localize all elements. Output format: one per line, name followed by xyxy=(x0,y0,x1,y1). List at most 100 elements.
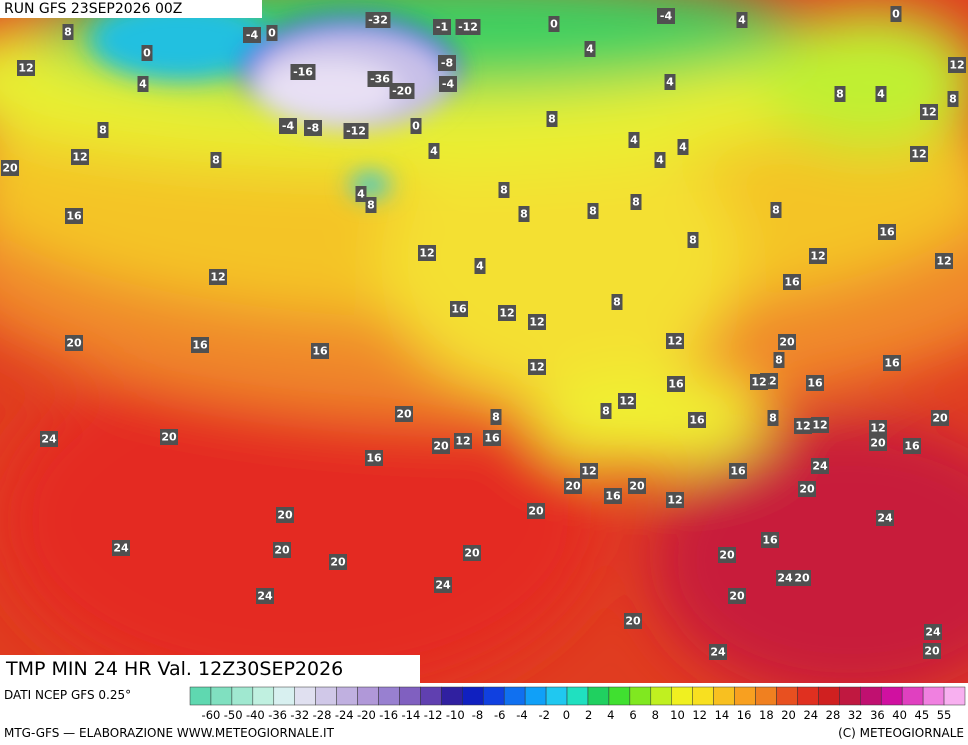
temp-label: 24 xyxy=(434,577,452,593)
label-text: 20 xyxy=(274,544,290,557)
label-text: 16 xyxy=(605,490,621,503)
legend-swatch xyxy=(503,686,526,706)
temp-label: 16 xyxy=(806,375,824,391)
run-label: RUN GFS 23SEP2026 00Z xyxy=(4,1,182,17)
label-box xyxy=(137,76,149,92)
legend-swatch xyxy=(252,686,275,706)
label-box xyxy=(266,25,278,41)
temp-label: 20 xyxy=(276,507,294,523)
label-box xyxy=(528,314,546,330)
temp-label: 4 xyxy=(628,132,640,148)
legend-swatch xyxy=(231,686,254,706)
temp-label: 20 xyxy=(160,429,178,445)
label-text: 12 xyxy=(667,335,682,348)
temp-label: 12 xyxy=(920,104,938,120)
temp-label: 12 xyxy=(498,305,516,321)
label-box xyxy=(410,118,422,134)
legend-tick: -50 xyxy=(224,708,243,722)
label-box xyxy=(687,232,699,248)
label-text: 20 xyxy=(932,412,948,425)
temp-label: -4 xyxy=(279,118,297,134)
label-text: 8 xyxy=(602,405,610,418)
label-text: -4 xyxy=(442,78,455,91)
label-text: 20 xyxy=(629,480,645,493)
temp-label: 16 xyxy=(667,376,685,392)
legend-swatch xyxy=(210,686,233,706)
temp-label: 20 xyxy=(793,570,811,586)
label-box xyxy=(329,554,347,570)
temp-label: 24 xyxy=(709,644,727,660)
temp-label: 16 xyxy=(191,337,209,353)
label-text: 8 xyxy=(367,199,375,212)
label-text: 24 xyxy=(435,579,451,592)
temp-label: 12 xyxy=(750,374,768,390)
label-text: 0 xyxy=(892,8,900,21)
temp-label: 24 xyxy=(40,431,58,447)
legend-swatch xyxy=(545,686,568,706)
temp-label: 20 xyxy=(869,435,887,451)
temp-label: 4 xyxy=(137,76,149,92)
label-box xyxy=(304,120,322,136)
label-text: 12 xyxy=(499,307,514,320)
label-text: 24 xyxy=(710,646,726,659)
label-text: 24 xyxy=(777,572,793,585)
label-text: 20 xyxy=(719,549,735,562)
legend-swatch xyxy=(189,686,212,706)
label-box xyxy=(654,152,666,168)
label-text: 24 xyxy=(41,433,57,446)
label-text: 16 xyxy=(884,357,900,370)
map-title: TMP MIN 24 HR Val. 12Z30SEP2026 xyxy=(5,658,343,680)
temp-label: 12 xyxy=(811,417,829,433)
temp-label: 8 xyxy=(62,24,74,40)
label-box xyxy=(432,438,450,454)
temp-label: 20 xyxy=(395,406,413,422)
temp-label: 20 xyxy=(798,481,816,497)
temp-label: 24 xyxy=(112,540,130,556)
label-text: 16 xyxy=(451,303,467,316)
temp-label: 16 xyxy=(688,412,706,428)
temp-label: 16 xyxy=(783,274,801,290)
label-text: -16 xyxy=(293,66,313,79)
label-text: 4 xyxy=(738,14,746,27)
temp-label: 16 xyxy=(729,463,747,479)
label-text: 4 xyxy=(679,141,687,154)
temp-label: 12 xyxy=(580,463,598,479)
temp-label: 12 xyxy=(418,245,436,261)
label-text: 8 xyxy=(772,204,780,217)
label-box xyxy=(1,160,19,176)
legend-swatch xyxy=(797,686,819,706)
label-text: 16 xyxy=(484,432,500,445)
label-box xyxy=(389,83,415,99)
legend-tick: -4 xyxy=(516,708,527,722)
legend-swatch xyxy=(608,686,631,706)
temp-label: -32 xyxy=(365,12,391,28)
temp-label: 0 xyxy=(266,25,278,41)
legend-tick: 20 xyxy=(781,708,796,722)
label-text: 8 xyxy=(99,124,107,137)
label-text: -8 xyxy=(307,122,319,135)
temp-label: 20 xyxy=(628,478,646,494)
legend-tick: -20 xyxy=(357,708,376,722)
label-text: 16 xyxy=(730,465,746,478)
legend-tick: 55 xyxy=(937,708,952,722)
label-box xyxy=(611,294,623,310)
legend-swatch xyxy=(734,686,756,706)
label-box xyxy=(903,438,921,454)
label-box xyxy=(498,305,516,321)
legend-swatch xyxy=(462,686,484,706)
label-text: 16 xyxy=(807,377,823,390)
temp-label: 12 xyxy=(454,433,472,449)
temp-label: 12 xyxy=(17,60,35,76)
label-box xyxy=(490,409,502,425)
legend-tick: 8 xyxy=(652,708,659,722)
label-text: 12 xyxy=(667,494,682,507)
label-box xyxy=(454,433,472,449)
label-text: 20 xyxy=(794,572,810,585)
temp-label: 8 xyxy=(947,91,959,107)
label-box xyxy=(600,403,612,419)
temp-label: 20 xyxy=(624,613,642,629)
temp-label: 16 xyxy=(450,301,468,317)
label-text: 12 xyxy=(949,59,964,72)
label-text: 4 xyxy=(666,76,674,89)
label-text: 12 xyxy=(810,250,825,263)
